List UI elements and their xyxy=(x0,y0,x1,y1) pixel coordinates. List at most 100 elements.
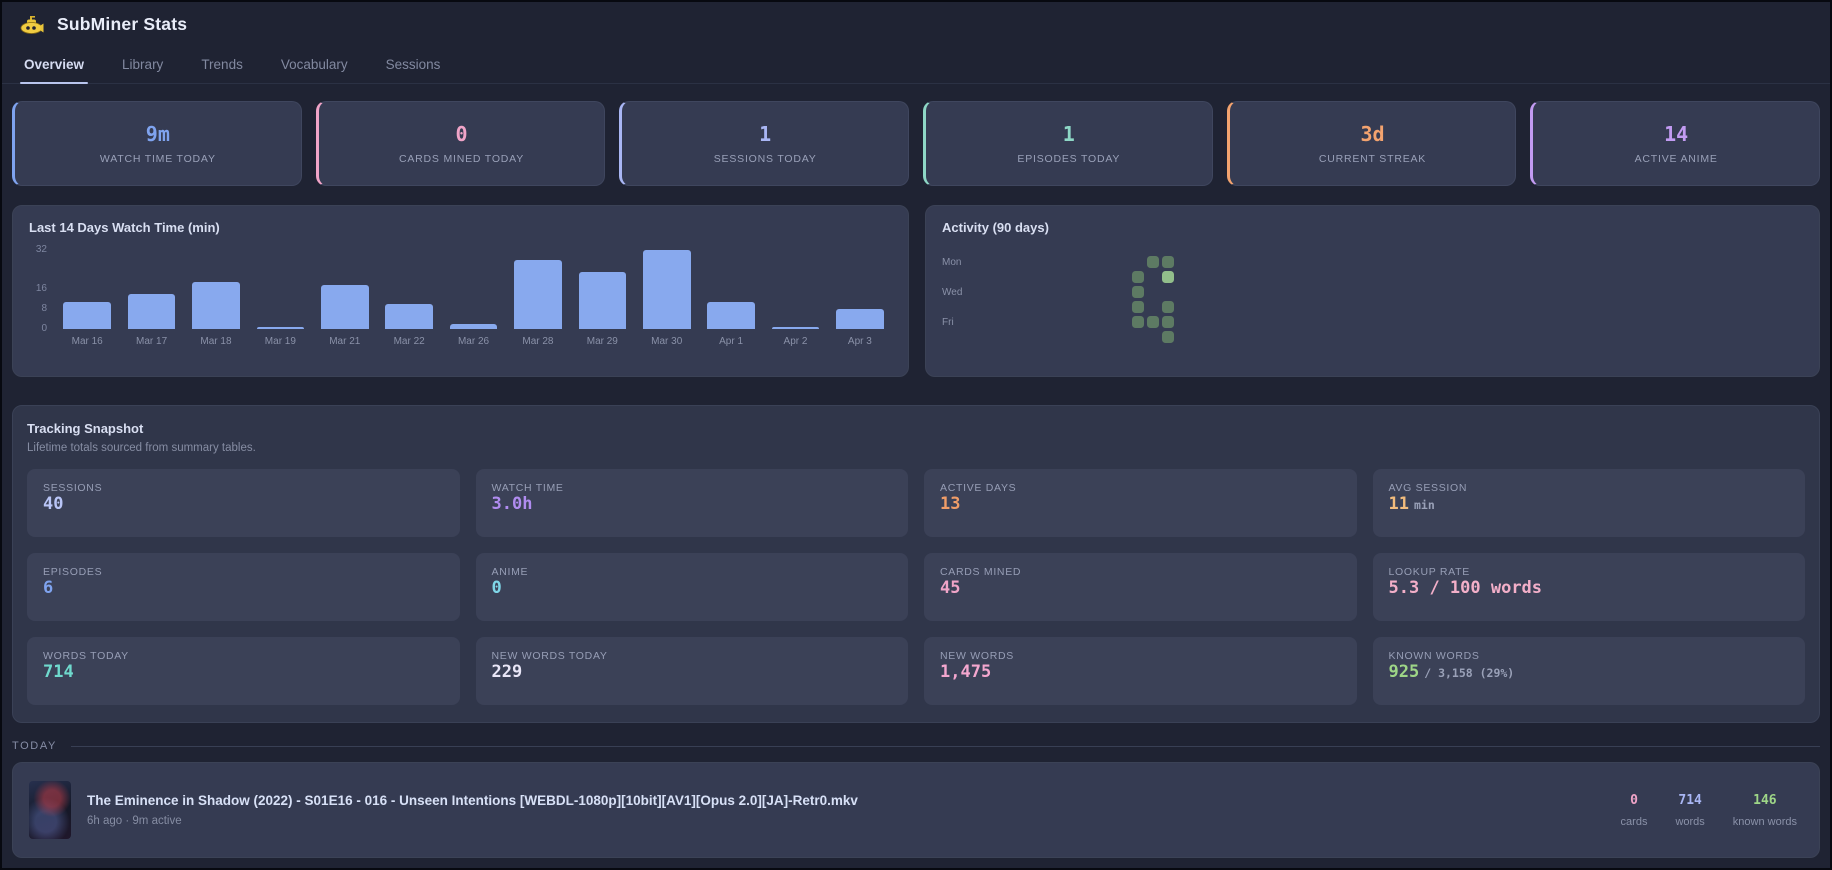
today-stat-cards: 9m WATCH TIME TODAY 0 CARDS MINED TODAY 1 SES… xyxy=(12,101,1820,186)
x-tick-label: Mar 17 xyxy=(136,336,168,347)
activity-heatmap-panel: Activity (90 days) Mon Wed Fri xyxy=(925,205,1820,377)
tile-label: CARDS MINED xyxy=(940,566,1022,578)
episode-row[interactable]: The Eminence in Shadow (2022) - S01E16 -… xyxy=(12,762,1820,858)
stat-card-sessions-today: 1 SESSIONS TODAY xyxy=(619,101,909,186)
heatmap-day-labels: Mon Wed Fri xyxy=(942,241,966,345)
today-section-header: TODAY xyxy=(12,740,1820,752)
tile-value-row: 3.0h xyxy=(492,494,893,514)
page-title: SubMiner Stats xyxy=(57,14,188,34)
x-tick-label: Mar 28 xyxy=(522,336,554,347)
heatmap-cell xyxy=(1132,286,1144,298)
tile-value-row: 925 / 3,158 (29%) xyxy=(1389,662,1790,682)
heatmap-cell xyxy=(1132,241,1144,253)
heatmap-cell xyxy=(1012,316,1024,328)
heatmap-cell xyxy=(1027,256,1039,268)
bar-slot xyxy=(377,245,441,329)
tile-value-suffix: min xyxy=(1413,498,1435,512)
chart-x-axis: Mar 16 Mar 17 Mar 18 Mar 19 Mar 21 Mar 22 Mar … xyxy=(55,336,892,347)
heatmap-cell xyxy=(1162,271,1174,283)
tile-value: 6 xyxy=(43,578,54,598)
tile-label: NEW WORDS TODAY xyxy=(491,650,608,662)
heatmap-cell xyxy=(1087,241,1099,253)
stat-label: CURRENT STREAK xyxy=(1318,153,1427,165)
heatmap-cell xyxy=(1102,301,1114,313)
chart-title: Last 14 Days Watch Time (min) xyxy=(29,220,220,235)
tile-label: WORDS TODAY xyxy=(43,650,129,662)
heatmap-cell xyxy=(1162,256,1174,268)
heatmap-cell xyxy=(1132,256,1144,268)
tile-label: ACTIVE DAYS xyxy=(940,482,1017,494)
heatmap-cell xyxy=(1027,301,1039,313)
today-divider xyxy=(70,745,1820,747)
tile-label: WATCH TIME xyxy=(491,482,564,494)
heatmap-cell xyxy=(1012,256,1024,268)
heatmap-cell xyxy=(1087,301,1099,313)
heatmap-cell xyxy=(1117,271,1129,283)
x-tick-label: Mar 30 xyxy=(651,336,683,347)
episode-stat-value: 714 xyxy=(1678,792,1702,808)
heatmap-cell xyxy=(1087,256,1099,268)
stat-label: WATCH TIME TODAY xyxy=(99,153,216,165)
stat-card-episodes-today: 1 EPISODES TODAY xyxy=(922,101,1213,186)
episode-title: The Eminence in Shadow (2022) - S01E16 -… xyxy=(87,793,858,808)
heatmap-cell xyxy=(997,271,1009,283)
heatmap-cell xyxy=(1147,316,1159,328)
bar-slot xyxy=(313,245,377,329)
heatmap-cell xyxy=(1057,241,1069,253)
tile-value-row: 714 xyxy=(43,662,444,682)
heatmap-cell xyxy=(1117,331,1129,343)
x-tick-label: Apr 2 xyxy=(783,336,808,347)
heatmap-cell xyxy=(982,271,994,283)
tile-value-row: 1,475 xyxy=(940,662,1341,682)
heatmap-cell xyxy=(1027,286,1039,298)
stat-card-current-streak: 3d CURRENT STREAK xyxy=(1226,101,1517,186)
episode-stat-value: 146 xyxy=(1753,792,1777,808)
heatmap-title: Activity (90 days) xyxy=(942,220,1049,235)
heatmap-day-label: Mon xyxy=(942,257,962,268)
bar xyxy=(63,301,112,329)
stat-value: 14 xyxy=(1664,122,1689,146)
heatmap-cell xyxy=(1147,271,1159,283)
tab-overview[interactable]: Overview xyxy=(19,49,89,84)
bar-slot xyxy=(635,245,699,329)
stat-value: 3d xyxy=(1360,122,1385,146)
heatmap-cell xyxy=(1042,331,1054,343)
heatmap-cell xyxy=(1072,271,1084,283)
bar xyxy=(836,309,884,329)
x-tick-label: Mar 26 xyxy=(457,336,490,347)
heatmap-cell xyxy=(1027,331,1039,343)
heatmap-cell xyxy=(1117,286,1129,298)
heatmap-cell xyxy=(1147,301,1159,313)
snapshot-tile-new-words-today: NEW WORDS TODAY 229 xyxy=(475,637,908,705)
heatmap-cell xyxy=(1072,241,1084,253)
tile-label: LOOKUP RATE xyxy=(1388,566,1470,578)
tab-trends[interactable]: Trends xyxy=(201,57,243,72)
stat-value: 1 xyxy=(1062,122,1075,146)
charts-row: Last 14 Days Watch Time (min) 32 16 8 0 Mar… xyxy=(12,205,1820,377)
heatmap-cell xyxy=(997,301,1009,313)
heatmap-cell xyxy=(982,316,994,328)
x-tick-label: Mar 16 xyxy=(71,336,103,347)
tile-label: NEW WORDS xyxy=(940,650,1014,662)
app-header: SubMiner Stats xyxy=(2,2,1830,43)
heatmap-day-label: Wed xyxy=(942,287,963,298)
bar xyxy=(385,304,433,329)
tab-vocabulary[interactable]: Vocabulary xyxy=(280,57,348,72)
heatmap-cell xyxy=(1102,331,1114,343)
snapshot-tile-new-words: NEW WORDS 1,475 xyxy=(924,637,1357,705)
y-tick-label: 0 xyxy=(41,323,47,334)
tile-value: 1,475 xyxy=(940,662,992,682)
heatmap-cell xyxy=(1072,256,1084,268)
heatmap-cell xyxy=(1147,286,1159,298)
stat-label: EPISODES TODAY xyxy=(1017,153,1121,165)
tile-value: 925 xyxy=(1388,662,1420,682)
heatmap-cell xyxy=(1162,286,1174,298)
episode-stat-label: words xyxy=(1675,815,1705,828)
tab-sessions[interactable]: Sessions xyxy=(385,57,441,72)
chart-bars xyxy=(55,245,892,329)
tab-library[interactable]: Library xyxy=(122,57,164,72)
snapshot-tile-active-days: ACTIVE DAYS 13 xyxy=(924,469,1357,537)
heatmap-cell xyxy=(1072,316,1084,328)
heatmap-cell xyxy=(1087,316,1099,328)
heatmap-cell xyxy=(1057,331,1069,343)
